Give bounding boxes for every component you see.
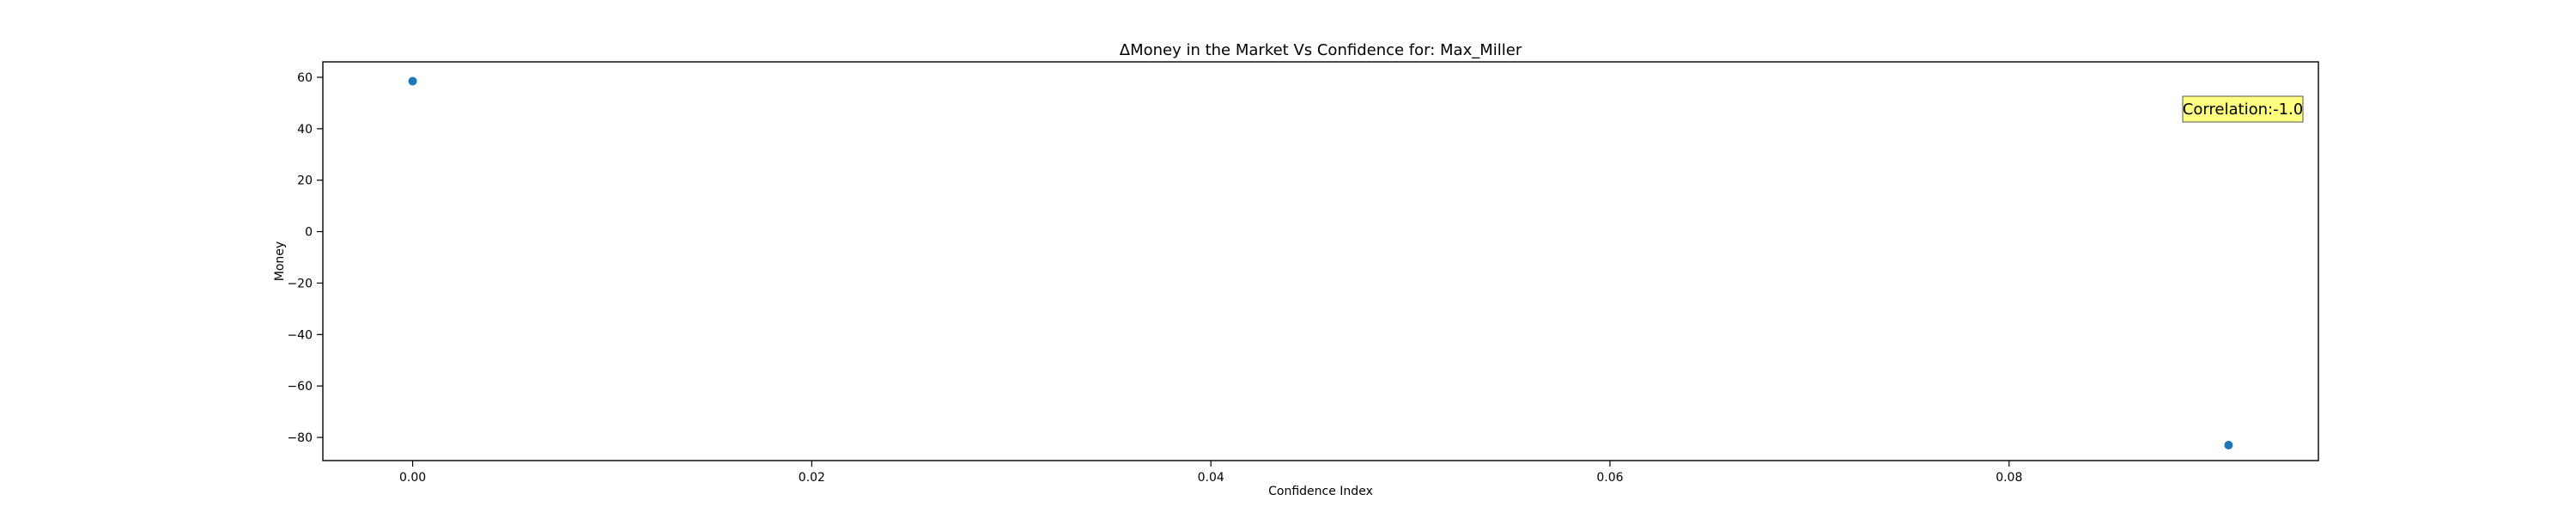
x-tick-label: 0.08 — [1996, 471, 2022, 485]
x-tick-label: 0.00 — [399, 471, 426, 485]
x-tick-label: 0.04 — [1198, 471, 1224, 485]
y-tick-label: 40 — [297, 123, 313, 137]
y-tick-label: −40 — [287, 328, 313, 342]
x-axis-label: Confidence Index — [1268, 485, 1373, 498]
y-tick-label: 20 — [297, 174, 313, 188]
correlation-annotation-text: Correlation:-1.0 — [2183, 101, 2303, 119]
scatter-points — [408, 76, 2233, 450]
x-axis-ticks: 0.00 0.02 0.04 0.06 0.08 — [399, 461, 2022, 485]
x-tick-label: 0.02 — [799, 471, 825, 485]
x-tick-label: 0.06 — [1596, 471, 1623, 485]
correlation-annotation: Correlation:-1.0 — [2182, 95, 2304, 123]
y-tick-label: −60 — [287, 380, 313, 394]
y-axis-label: Money — [273, 241, 287, 281]
scatter-point — [2224, 441, 2233, 450]
y-tick-label: 60 — [297, 71, 313, 85]
y-tick-label: 0 — [305, 226, 313, 240]
y-tick-label: −80 — [287, 431, 313, 445]
scatter-point — [408, 76, 417, 86]
y-tick-label: −20 — [287, 277, 313, 290]
y-axis-ticks: 60 40 20 0 −20 −40 −60 −80 — [287, 71, 323, 445]
plot-area-frame — [322, 61, 2319, 461]
correlation-annotation-box — [2182, 95, 2304, 123]
chart-title: ΔMoney in the Market Vs Confidence for: … — [1120, 41, 1522, 59]
